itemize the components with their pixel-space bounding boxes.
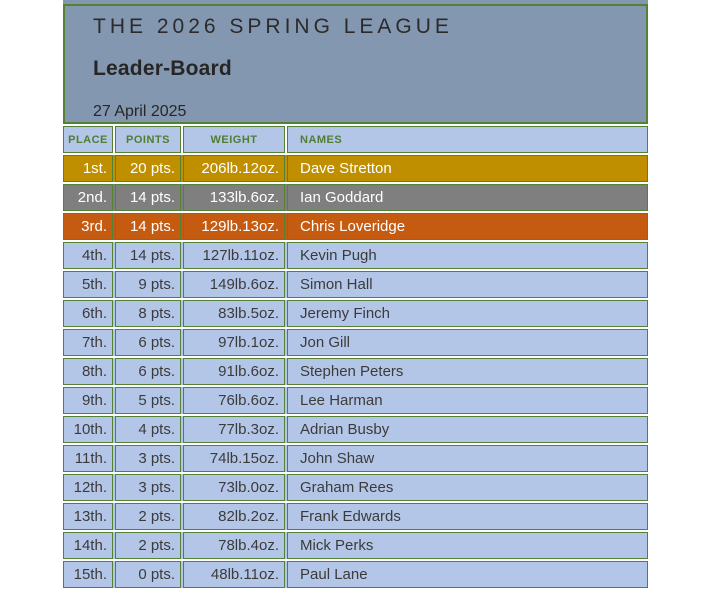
points-cell[interactable]: 0 pts.	[115, 561, 181, 588]
name-cell[interactable]: Jeremy Finch	[287, 300, 648, 327]
weight-cell[interactable]: 149lb.6oz.	[183, 271, 285, 298]
table-row: 7th. 6 pts. 97lb.1oz. Jon Gill	[63, 329, 648, 356]
report-date: 27 April 2025	[93, 103, 187, 120]
name-cell[interactable]: Graham Rees	[287, 474, 648, 501]
table-row: 8th. 6 pts. 91lb.6oz. Stephen Peters	[63, 358, 648, 385]
table-row: 5th. 9 pts. 149lb.6oz. Simon Hall	[63, 271, 648, 298]
table-row: 12th. 3 pts. 73lb.0oz. Graham Rees	[63, 474, 648, 501]
weight-cell[interactable]: 97lb.1oz.	[183, 329, 285, 356]
place-cell[interactable]: 14th.	[63, 532, 113, 559]
table-row: 2nd. 14 pts. 133lb.6oz. Ian Goddard	[63, 184, 648, 211]
weight-cell[interactable]: 133lb.6oz.	[183, 184, 285, 211]
points-cell[interactable]: 3 pts.	[115, 445, 181, 472]
name-cell[interactable]: Chris Loveridge	[287, 213, 648, 240]
name-cell[interactable]: Paul Lane	[287, 561, 648, 588]
place-cell[interactable]: 13th.	[63, 503, 113, 530]
points-cell[interactable]: 14 pts.	[115, 242, 181, 269]
table-row: 9th. 5 pts. 76lb.6oz. Lee Harman	[63, 387, 648, 414]
table-header-row: PLACE POINTS WEIGHT NAMES	[63, 126, 648, 153]
place-cell[interactable]: 15th.	[63, 561, 113, 588]
top-cell-sliver	[63, 0, 648, 4]
weight-cell[interactable]: 77lb.3oz.	[183, 416, 285, 443]
column-header-place[interactable]: PLACE	[63, 126, 113, 153]
name-cell[interactable]: Frank Edwards	[287, 503, 648, 530]
table-row: 13th. 2 pts. 82lb.2oz. Frank Edwards	[63, 503, 648, 530]
points-cell[interactable]: 2 pts.	[115, 503, 181, 530]
table-row: 6th. 8 pts. 83lb.5oz. Jeremy Finch	[63, 300, 648, 327]
table-row: 3rd. 14 pts. 129lb.13oz. Chris Loveridge	[63, 213, 648, 240]
place-cell[interactable]: 9th.	[63, 387, 113, 414]
column-header-points[interactable]: POINTS	[115, 126, 181, 153]
points-cell[interactable]: 3 pts.	[115, 474, 181, 501]
weight-cell[interactable]: 91lb.6oz.	[183, 358, 285, 385]
table-row: 1st. 20 pts. 206lb.12oz. Dave Stretton	[63, 155, 648, 182]
points-cell[interactable]: 20 pts.	[115, 155, 181, 182]
points-cell[interactable]: 14 pts.	[115, 184, 181, 211]
column-header-weight[interactable]: WEIGHT	[183, 126, 285, 153]
weight-cell[interactable]: 73lb.0oz.	[183, 474, 285, 501]
title-panel: THE 2026 SPRING LEAGUE Leader-Board 27 A…	[63, 6, 648, 124]
place-cell[interactable]: 3rd.	[63, 213, 113, 240]
name-cell[interactable]: Ian Goddard	[287, 184, 648, 211]
place-cell[interactable]: 12th.	[63, 474, 113, 501]
points-cell[interactable]: 9 pts.	[115, 271, 181, 298]
page-subtitle: Leader-Board	[93, 57, 232, 80]
page-title: THE 2026 SPRING LEAGUE	[93, 15, 453, 38]
points-cell[interactable]: 4 pts.	[115, 416, 181, 443]
points-cell[interactable]: 6 pts.	[115, 329, 181, 356]
points-cell[interactable]: 8 pts.	[115, 300, 181, 327]
table-row: 4th. 14 pts. 127lb.11oz. Kevin Pugh	[63, 242, 648, 269]
points-cell[interactable]: 2 pts.	[115, 532, 181, 559]
name-cell[interactable]: Dave Stretton	[287, 155, 648, 182]
name-cell[interactable]: John Shaw	[287, 445, 648, 472]
weight-cell[interactable]: 129lb.13oz.	[183, 213, 285, 240]
place-cell[interactable]: 1st.	[63, 155, 113, 182]
column-header-names[interactable]: NAMES	[287, 126, 648, 153]
weight-cell[interactable]: 127lb.11oz.	[183, 242, 285, 269]
table-row: 11th. 3 pts. 74lb.15oz. John Shaw	[63, 445, 648, 472]
table-row: 10th. 4 pts. 77lb.3oz. Adrian Busby	[63, 416, 648, 443]
weight-cell[interactable]: 76lb.6oz.	[183, 387, 285, 414]
weight-cell[interactable]: 82lb.2oz.	[183, 503, 285, 530]
place-cell[interactable]: 10th.	[63, 416, 113, 443]
name-cell[interactable]: Stephen Peters	[287, 358, 648, 385]
points-cell[interactable]: 5 pts.	[115, 387, 181, 414]
weight-cell[interactable]: 48lb.11oz.	[183, 561, 285, 588]
name-cell[interactable]: Lee Harman	[287, 387, 648, 414]
weight-cell[interactable]: 83lb.5oz.	[183, 300, 285, 327]
name-cell[interactable]: Jon Gill	[287, 329, 648, 356]
place-cell[interactable]: 5th.	[63, 271, 113, 298]
name-cell[interactable]: Simon Hall	[287, 271, 648, 298]
place-cell[interactable]: 2nd.	[63, 184, 113, 211]
name-cell[interactable]: Mick Perks	[287, 532, 648, 559]
top-border-line	[63, 4, 648, 6]
weight-cell[interactable]: 206lb.12oz.	[183, 155, 285, 182]
place-cell[interactable]: 4th.	[63, 242, 113, 269]
leaderboard-table: PLACE POINTS WEIGHT NAMES 1st. 20 pts. 2…	[63, 126, 648, 588]
place-cell[interactable]: 6th.	[63, 300, 113, 327]
points-cell[interactable]: 14 pts.	[115, 213, 181, 240]
weight-cell[interactable]: 78lb.4oz.	[183, 532, 285, 559]
weight-cell[interactable]: 74lb.15oz.	[183, 445, 285, 472]
name-cell[interactable]: Kevin Pugh	[287, 242, 648, 269]
place-cell[interactable]: 8th.	[63, 358, 113, 385]
place-cell[interactable]: 11th.	[63, 445, 113, 472]
table-row: 15th. 0 pts. 48lb.11oz. Paul Lane	[63, 561, 648, 588]
points-cell[interactable]: 6 pts.	[115, 358, 181, 385]
table-row: 14th. 2 pts. 78lb.4oz. Mick Perks	[63, 532, 648, 559]
name-cell[interactable]: Adrian Busby	[287, 416, 648, 443]
place-cell[interactable]: 7th.	[63, 329, 113, 356]
leaderboard-sheet: THE 2026 SPRING LEAGUE Leader-Board 27 A…	[63, 0, 648, 588]
